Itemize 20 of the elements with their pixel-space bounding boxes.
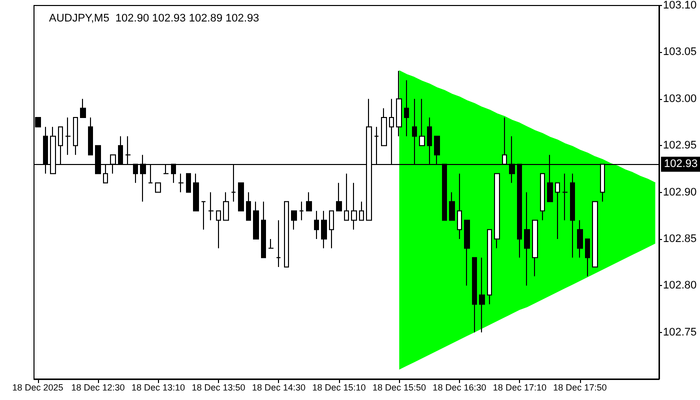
ref-line-label: 102.93 xyxy=(664,158,698,170)
y-tick-label: 103.05 xyxy=(663,46,697,58)
y-tick-label: 103.00 xyxy=(663,92,697,105)
x-tick-label: 18 Dec 17:50 xyxy=(553,382,607,392)
y-tick-label: 102.75 xyxy=(663,326,697,338)
x-tick-label: 18 Dec 15:10 xyxy=(312,382,366,392)
x-tick-label: 18 Dec 16:30 xyxy=(432,382,486,392)
x-tick-label: 18 Dec 2025 xyxy=(12,382,64,392)
y-tick-label: 102.95 xyxy=(663,140,697,152)
x-tick-label: 18 Dec 14:30 xyxy=(252,382,306,392)
y-tick-label: 102.85 xyxy=(663,232,697,245)
x-tick-label: 18 Dec 12:30 xyxy=(71,382,125,392)
x-tick-label: 18 Dec 17:10 xyxy=(492,382,546,392)
y-tick-label: 103.10 xyxy=(663,0,697,12)
y-tick-label: 102.90 xyxy=(663,186,697,198)
x-tick-label: 18 Dec 15:50 xyxy=(372,382,426,392)
x-tick-label: 18 Dec 13:10 xyxy=(131,382,186,392)
text: AUDJPY,M5 102.90 102.93 102.89 102.93 xyxy=(49,12,260,24)
y-tick-label: 102.80 xyxy=(663,280,697,292)
x-tick-label: 18 Dec 13:50 xyxy=(192,382,246,392)
